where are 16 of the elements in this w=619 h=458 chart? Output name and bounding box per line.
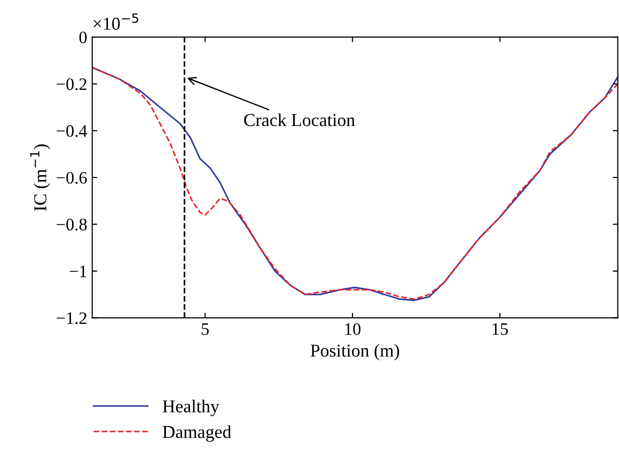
y-tick-label: −0.8 (56, 218, 87, 231)
x-tick-label: 5 (202, 323, 209, 335)
y-tick-label: −0.2 (56, 78, 86, 90)
annotation: Crack Location (244, 113, 355, 126)
y-tick-label: −0.6 (56, 172, 87, 184)
text: ×10$^{−5}$ (94, 14, 138, 30)
x-tick-label: 10 (345, 323, 361, 335)
y-tick-label: −1.2 (56, 312, 86, 324)
y-tick-label: −0.4 (56, 125, 88, 137)
x-tick-label: 15 (492, 323, 508, 335)
x-axis-title: Position (m) (310, 344, 400, 360)
legend-label: Healthy (162, 400, 220, 416)
y-axis-title: IC (m$^{−1}$) (30, 144, 50, 211)
legend-label: Damaged (162, 425, 232, 442)
y-tick-label: −1 (70, 266, 86, 278)
y-tick-label: 0 (79, 32, 87, 44)
